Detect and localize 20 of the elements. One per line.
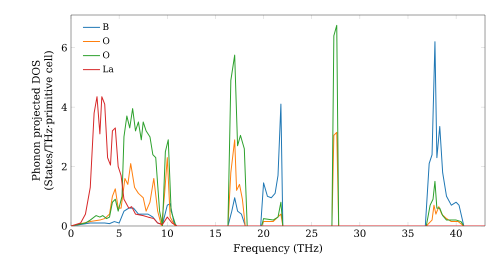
y-tick-label: 4 <box>61 103 67 111</box>
x-tick-label: 15 <box>210 230 221 238</box>
legend-label: O <box>102 52 110 58</box>
x-tick-label: 35 <box>402 230 414 238</box>
y-axis-title: Phonon projected DOS (States/THz·primitive cell) <box>32 51 54 190</box>
x-tick-label: 30 <box>354 230 366 238</box>
x-tick-label: 25 <box>306 230 318 238</box>
x-tick-label: 40 <box>450 230 462 238</box>
x-axis-title: Frequency (THz) <box>234 244 322 254</box>
y-tick-label: 2 <box>62 162 67 170</box>
x-tick-label: 5 <box>116 230 122 237</box>
x-tick-label: 10 <box>162 230 173 238</box>
y-tick-label: 0 <box>62 222 67 230</box>
line-series <box>71 96 486 226</box>
x-tick-label: 0 <box>68 230 74 238</box>
legend-label: La <box>102 66 114 72</box>
x-tick-label: 20 <box>258 230 270 238</box>
legend-label: O <box>102 37 110 44</box>
y-tick-label: 6 <box>62 44 67 52</box>
legend-label: B <box>102 23 109 30</box>
